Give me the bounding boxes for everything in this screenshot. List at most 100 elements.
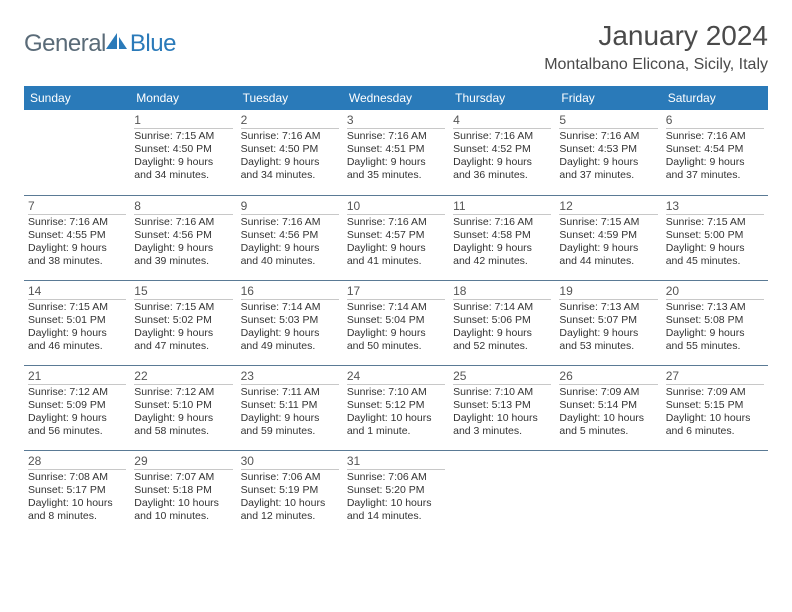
day-info-line: Sunrise: 7:13 AM — [666, 301, 764, 314]
day-number: 19 — [559, 284, 657, 300]
day-number: 18 — [453, 284, 551, 300]
day-info-line: Sunrise: 7:15 AM — [28, 301, 126, 314]
day-info-line: Sunrise: 7:09 AM — [559, 386, 657, 399]
calendar-cell: 24Sunrise: 7:10 AMSunset: 5:12 PMDayligh… — [343, 365, 449, 450]
day-info-line: Sunrise: 7:07 AM — [134, 471, 232, 484]
calendar-cell: 23Sunrise: 7:11 AMSunset: 5:11 PMDayligh… — [237, 365, 343, 450]
day-info-line: Sunset: 4:52 PM — [453, 143, 551, 156]
day-header: Sunday — [24, 86, 130, 110]
calendar-cell: 5Sunrise: 7:16 AMSunset: 4:53 PMDaylight… — [555, 110, 661, 195]
day-info-line: Daylight: 9 hours — [134, 412, 232, 425]
day-info-line: and 56 minutes. — [28, 425, 126, 438]
day-info-line: Sunrise: 7:15 AM — [666, 216, 764, 229]
day-info: Sunrise: 7:16 AMSunset: 4:52 PMDaylight:… — [453, 130, 551, 183]
day-header: Friday — [555, 86, 661, 110]
day-info-line: Daylight: 10 hours — [453, 412, 551, 425]
day-number: 23 — [241, 369, 339, 385]
day-info: Sunrise: 7:06 AMSunset: 5:19 PMDaylight:… — [241, 471, 339, 524]
day-info-line: Sunset: 5:00 PM — [666, 229, 764, 242]
day-info-line: Sunset: 4:59 PM — [559, 229, 657, 242]
day-info-line: Sunrise: 7:16 AM — [453, 216, 551, 229]
day-info: Sunrise: 7:16 AMSunset: 4:53 PMDaylight:… — [559, 130, 657, 183]
day-number: 16 — [241, 284, 339, 300]
calendar-cell — [555, 450, 661, 535]
day-info-line: Daylight: 10 hours — [666, 412, 764, 425]
day-info-line: Sunrise: 7:16 AM — [347, 130, 445, 143]
day-number: 4 — [453, 113, 551, 129]
day-info-line: Sunset: 4:54 PM — [666, 143, 764, 156]
calendar-cell: 25Sunrise: 7:10 AMSunset: 5:13 PMDayligh… — [449, 365, 555, 450]
day-info-line: Sunset: 5:12 PM — [347, 399, 445, 412]
day-info-line: Sunset: 5:01 PM — [28, 314, 126, 327]
day-info-line: Daylight: 10 hours — [347, 497, 445, 510]
calendar-cell — [662, 450, 768, 535]
day-number: 14 — [28, 284, 126, 300]
calendar-week: 7Sunrise: 7:16 AMSunset: 4:55 PMDaylight… — [24, 195, 768, 280]
day-info-line: Sunrise: 7:13 AM — [559, 301, 657, 314]
day-info-line: Daylight: 9 hours — [559, 242, 657, 255]
day-info: Sunrise: 7:15 AMSunset: 5:01 PMDaylight:… — [28, 301, 126, 354]
day-info-line: Sunrise: 7:16 AM — [28, 216, 126, 229]
day-info-line: Sunrise: 7:16 AM — [347, 216, 445, 229]
day-number: 2 — [241, 113, 339, 129]
calendar-cell: 17Sunrise: 7:14 AMSunset: 5:04 PMDayligh… — [343, 280, 449, 365]
day-info-line: Daylight: 10 hours — [134, 497, 232, 510]
calendar-cell: 31Sunrise: 7:06 AMSunset: 5:20 PMDayligh… — [343, 450, 449, 535]
title-block: January 2024 Montalbano Elicona, Sicily,… — [544, 20, 768, 74]
day-info: Sunrise: 7:09 AMSunset: 5:14 PMDaylight:… — [559, 386, 657, 439]
day-info-line: and 39 minutes. — [134, 255, 232, 268]
month-title: January 2024 — [544, 20, 768, 52]
calendar-cell: 18Sunrise: 7:14 AMSunset: 5:06 PMDayligh… — [449, 280, 555, 365]
day-info-line: Sunset: 4:56 PM — [241, 229, 339, 242]
day-info-line: Sunrise: 7:16 AM — [241, 130, 339, 143]
day-info-line: Daylight: 9 hours — [453, 327, 551, 340]
day-info: Sunrise: 7:15 AMSunset: 4:50 PMDaylight:… — [134, 130, 232, 183]
day-info-line: and 37 minutes. — [559, 169, 657, 182]
day-info-line: Sunrise: 7:09 AM — [666, 386, 764, 399]
calendar-cell: 11Sunrise: 7:16 AMSunset: 4:58 PMDayligh… — [449, 195, 555, 280]
day-info-line: and 3 minutes. — [453, 425, 551, 438]
day-header: Thursday — [449, 86, 555, 110]
day-info-line: Daylight: 9 hours — [28, 242, 126, 255]
day-info: Sunrise: 7:10 AMSunset: 5:12 PMDaylight:… — [347, 386, 445, 439]
day-header: Wednesday — [343, 86, 449, 110]
day-number: 31 — [347, 454, 445, 470]
day-number: 7 — [28, 199, 126, 215]
calendar-cell: 21Sunrise: 7:12 AMSunset: 5:09 PMDayligh… — [24, 365, 130, 450]
header: General Blue January 2024 Montalbano Eli… — [24, 20, 768, 74]
day-info-line: Sunrise: 7:16 AM — [241, 216, 339, 229]
day-info-line: Sunrise: 7:14 AM — [453, 301, 551, 314]
day-info-line: Sunrise: 7:15 AM — [134, 130, 232, 143]
day-info: Sunrise: 7:16 AMSunset: 4:56 PMDaylight:… — [241, 216, 339, 269]
calendar-table: Sunday Monday Tuesday Wednesday Thursday… — [24, 86, 768, 535]
day-info-line: and 49 minutes. — [241, 340, 339, 353]
calendar-cell: 10Sunrise: 7:16 AMSunset: 4:57 PMDayligh… — [343, 195, 449, 280]
day-info: Sunrise: 7:12 AMSunset: 5:09 PMDaylight:… — [28, 386, 126, 439]
day-info: Sunrise: 7:08 AMSunset: 5:17 PMDaylight:… — [28, 471, 126, 524]
day-info-line: Sunset: 5:20 PM — [347, 484, 445, 497]
day-info-line: Sunrise: 7:11 AM — [241, 386, 339, 399]
calendar-cell: 29Sunrise: 7:07 AMSunset: 5:18 PMDayligh… — [130, 450, 236, 535]
calendar-cell: 6Sunrise: 7:16 AMSunset: 4:54 PMDaylight… — [662, 110, 768, 195]
calendar-cell: 30Sunrise: 7:06 AMSunset: 5:19 PMDayligh… — [237, 450, 343, 535]
day-info-line: and 37 minutes. — [666, 169, 764, 182]
logo: General Blue — [24, 20, 176, 58]
day-info-line: and 55 minutes. — [666, 340, 764, 353]
day-info-line: Sunset: 5:04 PM — [347, 314, 445, 327]
day-info-line: Sunset: 4:56 PM — [134, 229, 232, 242]
day-info-line: Sunset: 4:55 PM — [28, 229, 126, 242]
day-info-line: and 38 minutes. — [28, 255, 126, 268]
day-info-line: Sunrise: 7:16 AM — [559, 130, 657, 143]
day-info-line: Sunset: 4:53 PM — [559, 143, 657, 156]
calendar-cell: 9Sunrise: 7:16 AMSunset: 4:56 PMDaylight… — [237, 195, 343, 280]
day-info-line: Daylight: 9 hours — [28, 412, 126, 425]
day-info-line: and 58 minutes. — [134, 425, 232, 438]
day-info-line: and 14 minutes. — [347, 510, 445, 523]
day-info: Sunrise: 7:16 AMSunset: 4:55 PMDaylight:… — [28, 216, 126, 269]
day-number: 22 — [134, 369, 232, 385]
day-info: Sunrise: 7:06 AMSunset: 5:20 PMDaylight:… — [347, 471, 445, 524]
day-info-line: and 10 minutes. — [134, 510, 232, 523]
day-info-line: Daylight: 9 hours — [241, 242, 339, 255]
day-info-line: Sunset: 5:09 PM — [28, 399, 126, 412]
day-info: Sunrise: 7:15 AMSunset: 5:02 PMDaylight:… — [134, 301, 232, 354]
